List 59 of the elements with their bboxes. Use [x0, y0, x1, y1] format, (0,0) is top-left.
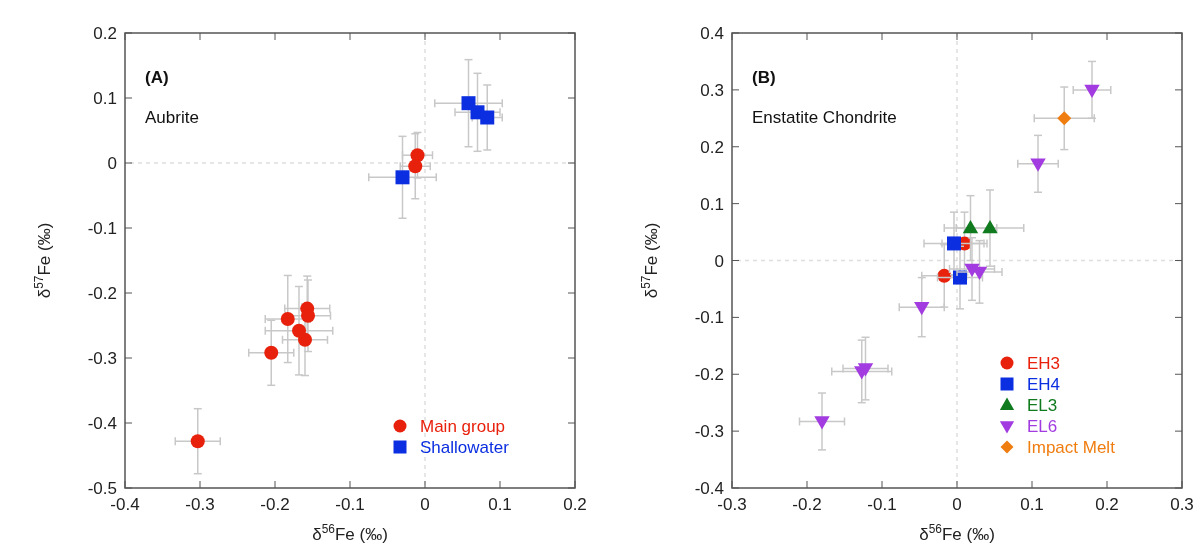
y-tick-label: 0.3 [700, 80, 724, 100]
y-tick-label: 0 [107, 154, 117, 173]
x-tick-label: -0.1 [867, 495, 897, 514]
y-tick-label: -0.4 [87, 414, 117, 433]
x-tick-label: -0.1 [335, 495, 365, 514]
point [395, 170, 410, 185]
point [982, 220, 998, 234]
y-tick-label: -0.5 [87, 479, 117, 498]
y-tick-label: 0.2 [93, 24, 117, 43]
annotation: Aubrite [145, 108, 199, 127]
point [408, 159, 423, 174]
y-tick-label: 0.2 [700, 137, 724, 157]
legend-label: EH3 [1027, 354, 1061, 373]
legend-label: EL3 [1027, 396, 1058, 415]
x-tick-label: -0.3 [185, 495, 215, 514]
legend-label: Impact Melt [1027, 438, 1116, 457]
x-axis-title: δ$^{56}$Fe (‰) [919, 522, 995, 544]
y-tick-label: 0 [714, 251, 724, 271]
point [947, 236, 961, 251]
y-tick-label: -0.1 [87, 219, 117, 238]
x-tick-label: 0.2 [563, 495, 587, 514]
point [962, 220, 979, 234]
point [298, 332, 312, 347]
point [914, 301, 930, 316]
y-tick-label: 0.1 [700, 194, 724, 214]
annotation: Enstatite Chondrite [752, 108, 897, 127]
annotation: (B) [752, 68, 776, 87]
x-tick-label: -0.4 [110, 495, 140, 514]
point [1057, 111, 1072, 126]
x-tick-label: 0.1 [488, 495, 512, 514]
x-tick-label: 0.1 [1020, 495, 1044, 514]
x-tick-label: -0.2 [260, 495, 290, 514]
x-tick-label: 0 [420, 495, 430, 514]
y-tick-label: -0.4 [694, 479, 724, 498]
point [857, 363, 874, 377]
legend-label: Shallowater [420, 438, 510, 457]
x-tick-label: -0.3 [717, 495, 747, 514]
y-tick-label: -0.2 [694, 365, 724, 385]
y-tick-label: 0.4 [700, 24, 724, 43]
point [190, 434, 205, 449]
y-tick-label: -0.2 [87, 284, 117, 303]
legend-label: Main group [420, 417, 506, 436]
x-tick-label: 0.2 [1095, 495, 1119, 514]
point [1030, 158, 1046, 172]
x-tick-label: -0.2 [792, 495, 822, 514]
point [264, 345, 279, 360]
point [814, 416, 830, 430]
annotation: (A) [145, 68, 169, 87]
legend-label: EL6 [1027, 417, 1058, 436]
y-tick-label: 0.1 [93, 89, 117, 108]
x-tick-label: 0 [952, 495, 962, 514]
legend-label: EH4 [1027, 375, 1061, 394]
point [1084, 84, 1100, 98]
y-tick-label: -0.1 [694, 308, 724, 328]
x-axis-title: δ$^{56}$Fe (‰) [312, 522, 388, 544]
y-tick-label: -0.3 [694, 422, 724, 442]
x-tick-label: 0.3 [1170, 495, 1194, 514]
point [480, 110, 495, 125]
y-tick-label: -0.3 [87, 349, 117, 368]
